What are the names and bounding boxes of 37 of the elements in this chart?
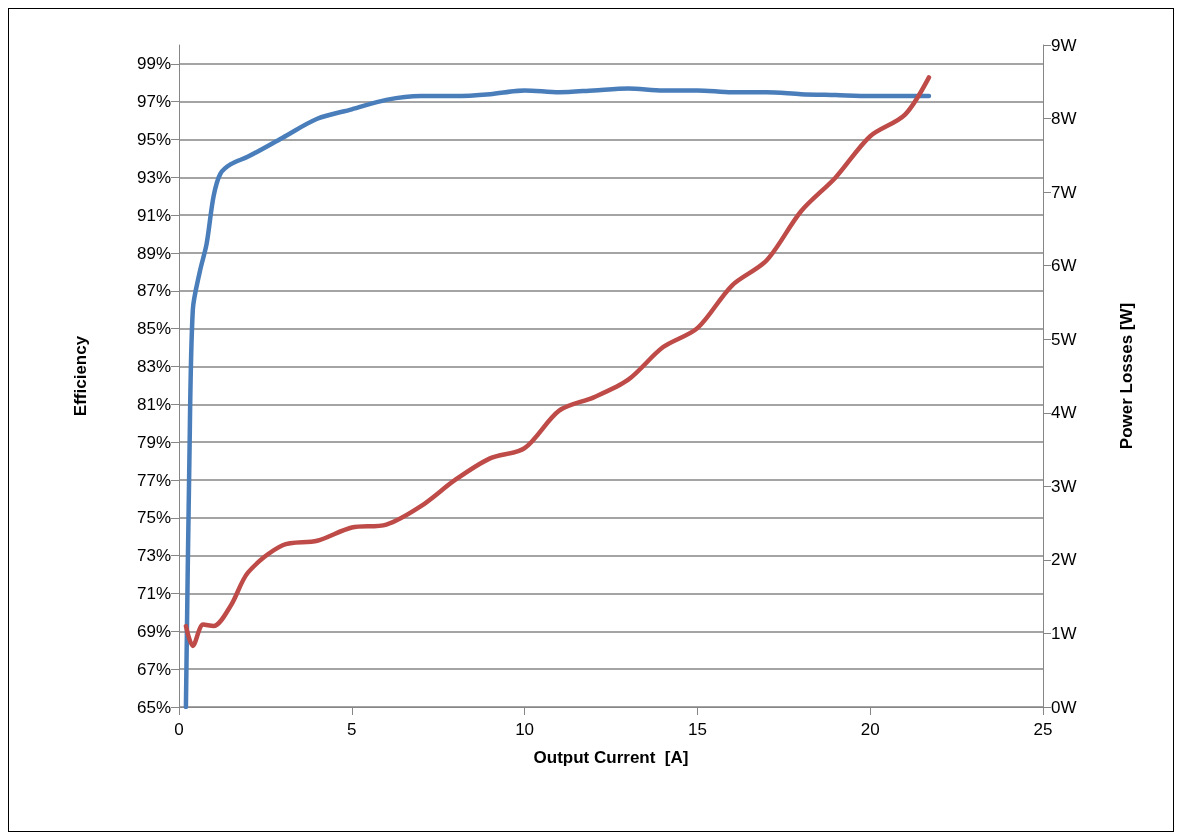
y2-tick-label: 2W <box>1051 550 1077 570</box>
x-tick-label: 5 <box>347 720 357 739</box>
y-tick-label: 97% <box>136 92 171 112</box>
x-tick-label: 25 <box>1033 720 1053 739</box>
y-tick-label: 85% <box>136 319 171 339</box>
y-tick-label: 83% <box>136 357 171 377</box>
y-tick-label: 69% <box>136 621 171 641</box>
y-tick-label: 87% <box>136 281 171 301</box>
y-tick-label: 75% <box>136 508 171 528</box>
x-tick-label: 15 <box>687 720 707 739</box>
y-tick-label: 67% <box>136 659 171 679</box>
y2-tick-label: 6W <box>1051 256 1077 276</box>
y2-tick-label: 0W <box>1051 697 1077 717</box>
y-tick-label: 81% <box>136 394 171 414</box>
y-tick-label: 91% <box>136 205 171 225</box>
y2-axis-title: Power Losses [W] <box>1117 302 1136 450</box>
y-axis-title: Efficiency <box>71 335 90 417</box>
y2-tick-label: 5W <box>1051 329 1077 349</box>
y-tick-label: 65% <box>136 697 171 717</box>
y-tick-label: 93% <box>136 167 171 187</box>
x-tick-label: 0 <box>174 720 184 739</box>
y2-tick-label: 1W <box>1051 623 1077 643</box>
y2-tick-label: 8W <box>1051 109 1077 129</box>
y-tick-label: 95% <box>136 130 171 150</box>
y2-tick-label: 4W <box>1051 403 1077 423</box>
y-tick-label: 89% <box>136 243 171 263</box>
y2-tick-label: 9W <box>1051 35 1077 55</box>
y-tick-label: 71% <box>136 584 171 604</box>
y-tick-label: 77% <box>136 470 171 490</box>
y2-tick-label: 3W <box>1051 476 1077 496</box>
y-tick-label: 73% <box>136 546 171 566</box>
x-tick-label: 10 <box>515 720 535 739</box>
x-tick-label: 20 <box>860 720 880 739</box>
y-tick-label: 79% <box>136 432 171 452</box>
y-tick-label: 99% <box>136 54 171 74</box>
x-axis-title: Output Current [A] <box>533 748 689 767</box>
y2-tick-label: 7W <box>1051 182 1077 202</box>
